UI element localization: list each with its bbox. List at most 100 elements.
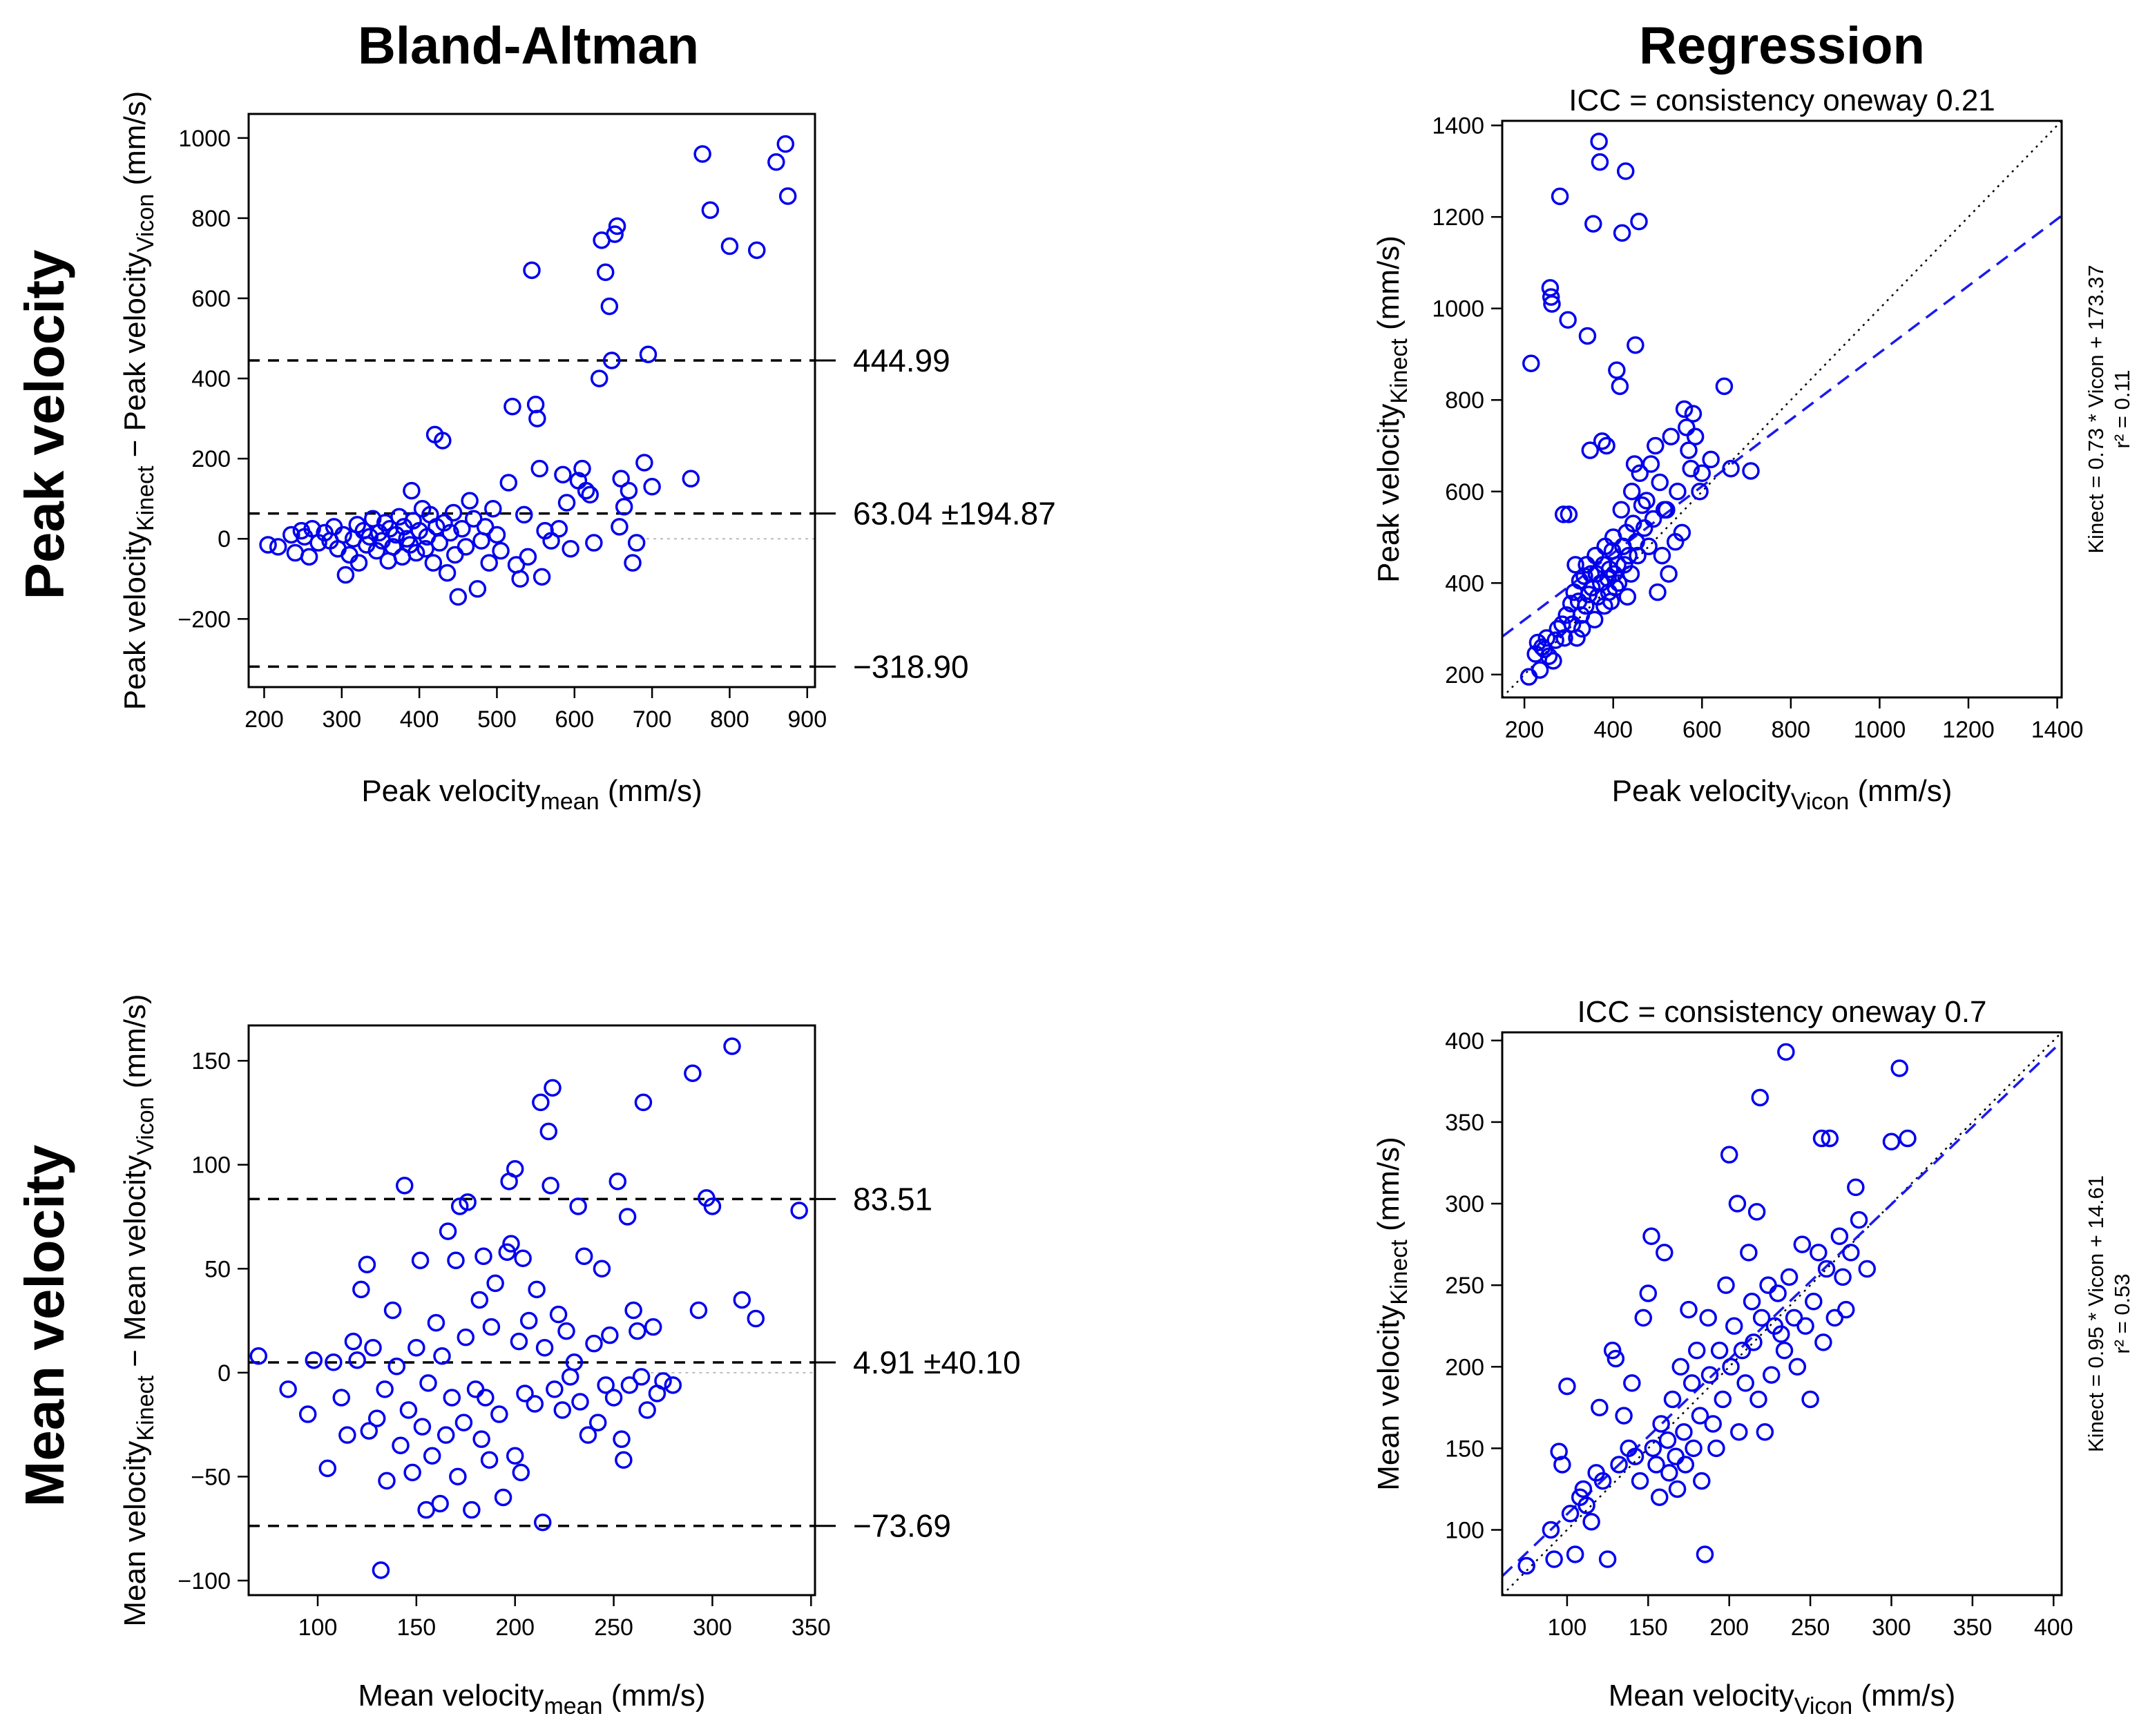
- data-point: [1531, 661, 1549, 679]
- data-point: [539, 1122, 558, 1141]
- data-point: [1631, 1472, 1649, 1490]
- data-point: [506, 1160, 524, 1178]
- plot-area: [249, 135, 815, 668]
- y-tick-label: 1000: [1432, 296, 1484, 322]
- data-point: [1612, 501, 1631, 519]
- data-point: [1740, 1244, 1758, 1262]
- data-point: [516, 1385, 534, 1402]
- data-point: [1642, 1227, 1660, 1246]
- data-point: [1624, 514, 1642, 532]
- data-point: [1607, 1349, 1625, 1368]
- data-point: [441, 523, 459, 542]
- data-point: [1751, 1088, 1770, 1107]
- data-point: [608, 1173, 627, 1190]
- data-point: [431, 1494, 449, 1513]
- data-point: [1519, 668, 1538, 686]
- agreement-line-label: 4.91 ±40.10: [853, 1344, 1021, 1380]
- bland-altman-peak-chart: 200 300 400 500 600 700 800 900 −200 0 200 400 600 80…: [118, 91, 1056, 815]
- y-tick-label: 0: [218, 526, 231, 552]
- data-point: [618, 1208, 637, 1226]
- data-point: [1752, 1309, 1771, 1327]
- data-point: [1598, 436, 1615, 455]
- data-point: [1660, 1464, 1678, 1482]
- data-point: [1582, 565, 1600, 583]
- data-point: [532, 1093, 550, 1112]
- data-point: [482, 1318, 501, 1336]
- data-point: [364, 1338, 382, 1357]
- regression-equation: Kinect = 0.73 * Vicon + 173.37: [2084, 264, 2108, 553]
- data-point: [1566, 556, 1584, 574]
- data-point: [1647, 436, 1665, 455]
- data-point: [1593, 432, 1611, 450]
- data-point: [627, 534, 646, 552]
- data-point: [615, 498, 633, 516]
- plot-area: [1502, 121, 2062, 697]
- identity-line: [1502, 121, 2062, 697]
- data-point: [1555, 629, 1573, 647]
- data-point: [1623, 1374, 1641, 1392]
- x-tick-label: 800: [1771, 717, 1810, 743]
- data-point: [664, 1376, 682, 1394]
- data-point: [1608, 361, 1626, 379]
- data-point: [480, 1451, 499, 1469]
- data-point: [461, 492, 479, 510]
- data-point: [575, 1247, 593, 1265]
- plot-frame: [1501, 1031, 2063, 1597]
- data-point: [1546, 631, 1564, 649]
- data-point: [1696, 1545, 1714, 1563]
- data-point: [561, 1368, 579, 1386]
- data-point: [1605, 565, 1623, 583]
- data-point: [1627, 336, 1644, 354]
- data-point: [417, 1501, 435, 1519]
- data-point: [1558, 1377, 1576, 1396]
- data-point: [1578, 556, 1595, 574]
- data-point: [1639, 1284, 1658, 1302]
- data-point: [332, 1389, 351, 1407]
- data-point: [1640, 537, 1658, 556]
- x-tick-label: 1000: [1854, 717, 1906, 743]
- data-point: [459, 1193, 477, 1211]
- data-point: [344, 1332, 363, 1351]
- data-point: [1613, 224, 1631, 242]
- data-point: [1633, 496, 1651, 514]
- data-point: [581, 485, 599, 504]
- data-point: [1715, 377, 1734, 396]
- data-point: [1581, 441, 1600, 459]
- data-point: [528, 409, 546, 427]
- x-tick-label: 200: [1505, 717, 1544, 743]
- x-tick-label: 100: [298, 1614, 338, 1641]
- data-point: [1582, 1512, 1600, 1531]
- data-point: [1825, 1309, 1844, 1327]
- data-point: [1658, 1431, 1677, 1449]
- y-tick-label: 100: [191, 1152, 231, 1179]
- data-point: [512, 1463, 530, 1482]
- data-point: [684, 1064, 702, 1083]
- data-point: [1682, 1374, 1701, 1392]
- data-point: [1591, 153, 1609, 171]
- data-point: [573, 459, 591, 478]
- data-point: [723, 1037, 741, 1055]
- x-tick-label: 150: [1629, 1614, 1668, 1641]
- x-tick-label: 100: [1548, 1614, 1587, 1641]
- data-point: [1693, 1472, 1711, 1490]
- data-point: [1742, 462, 1760, 480]
- data-point: [1584, 215, 1602, 233]
- data-point: [476, 518, 495, 536]
- x-axis-label: Peak velocitymean (mm/s): [361, 774, 702, 815]
- data-point: [506, 1447, 524, 1465]
- data-point: [1651, 473, 1669, 492]
- data-point: [1702, 450, 1720, 469]
- data-point: [361, 528, 378, 546]
- data-point: [1660, 565, 1678, 583]
- y-tick-label: 800: [191, 206, 231, 232]
- data-point: [298, 1405, 317, 1423]
- data-point: [1638, 492, 1656, 510]
- data-point: [492, 541, 510, 560]
- data-point: [1756, 1423, 1774, 1441]
- y-tick-label: 1400: [1432, 113, 1484, 139]
- column-title-bland-altman: Bland-Altman: [358, 17, 699, 75]
- y-tick-label: 200: [1445, 1354, 1484, 1380]
- data-point: [1707, 1439, 1725, 1458]
- data-point: [1830, 1227, 1849, 1246]
- agreement-line-label: 63.04 ±194.87: [853, 496, 1056, 532]
